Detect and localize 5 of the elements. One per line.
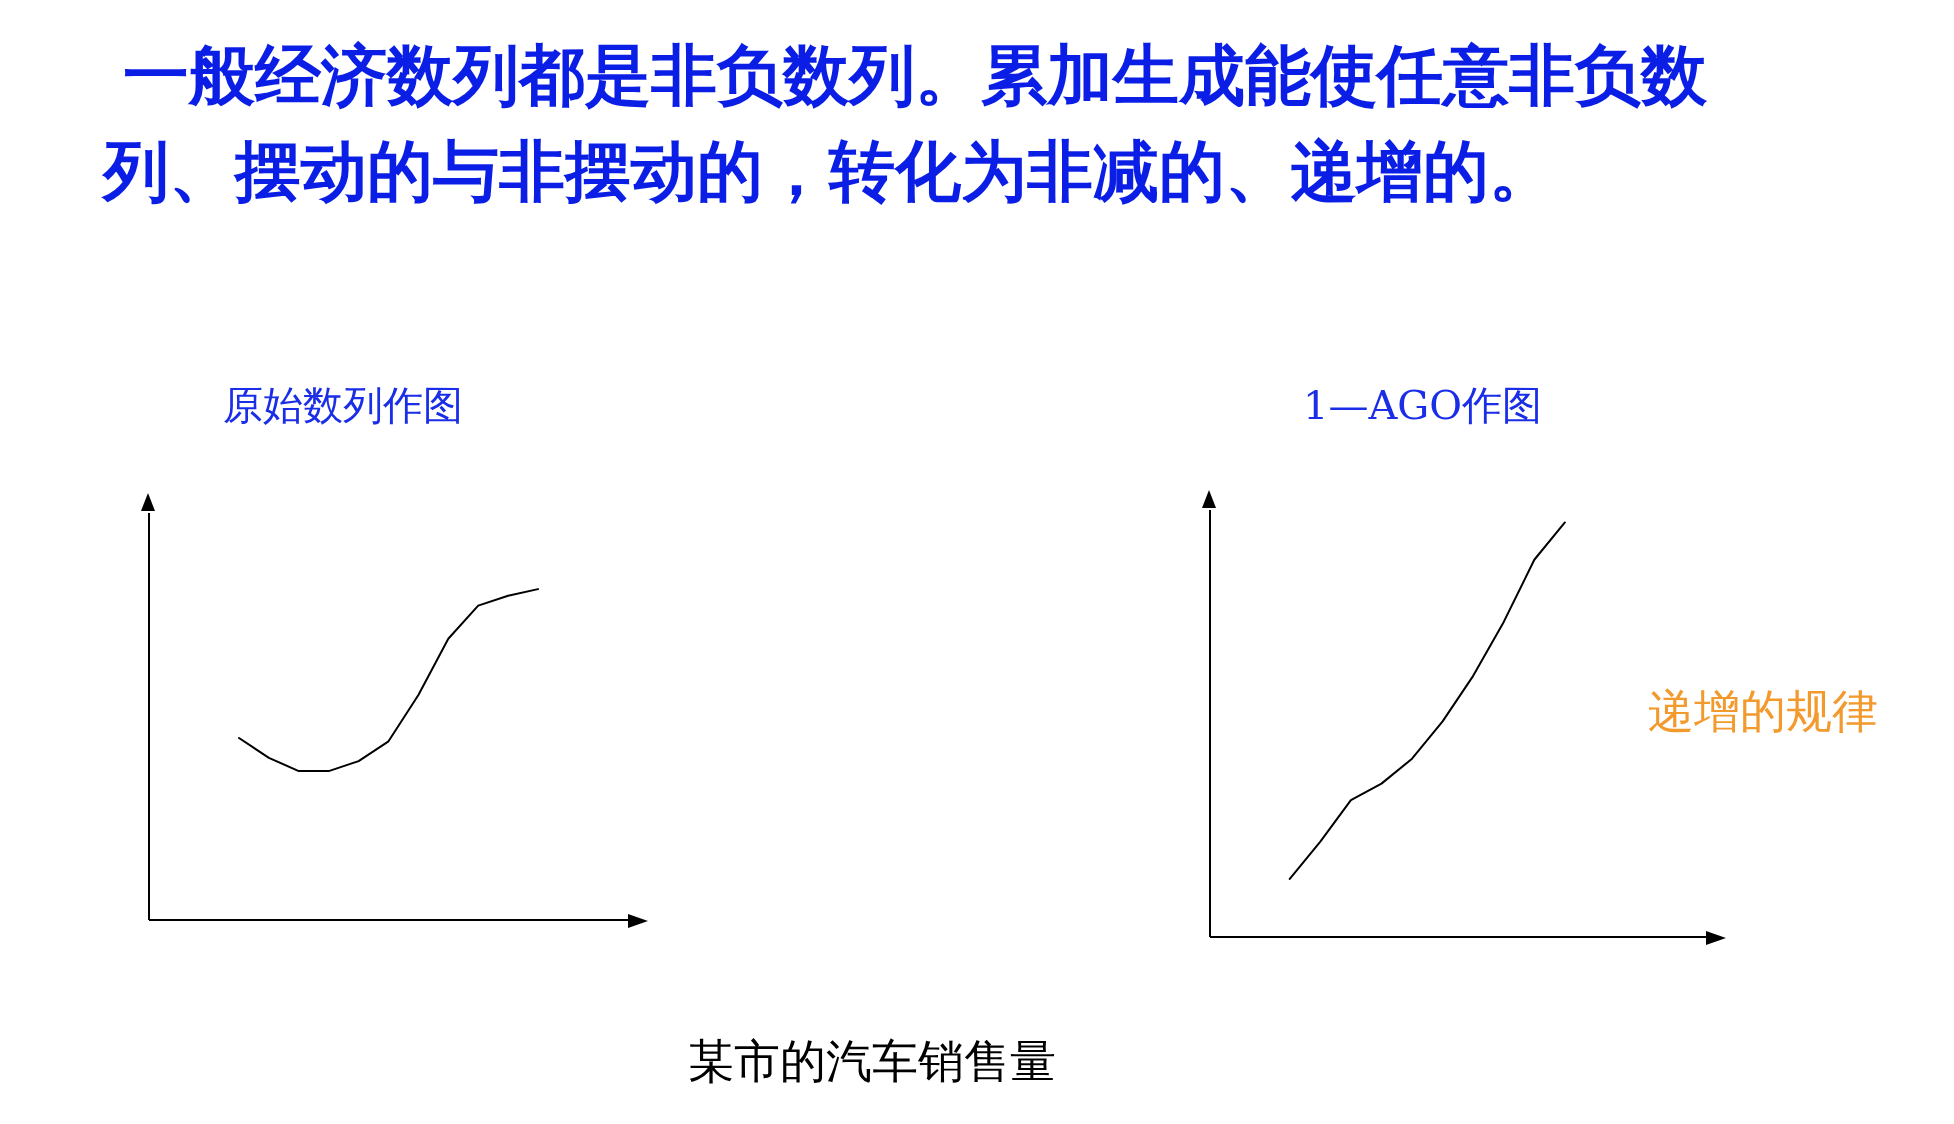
text: 递增的规律 xyxy=(1648,683,1879,740)
chart-title: 原始数列作图 xyxy=(223,381,463,430)
text: 某市的汽车销售量 xyxy=(688,1033,1057,1090)
chart-title: 1—AGO作图 xyxy=(1303,381,1543,430)
text: 一般经济数列都是非负数列。累加生成能使任意非负数列、摆动的与非摆动的，转化为非减的、递增的。 xyxy=(103,36,1708,212)
